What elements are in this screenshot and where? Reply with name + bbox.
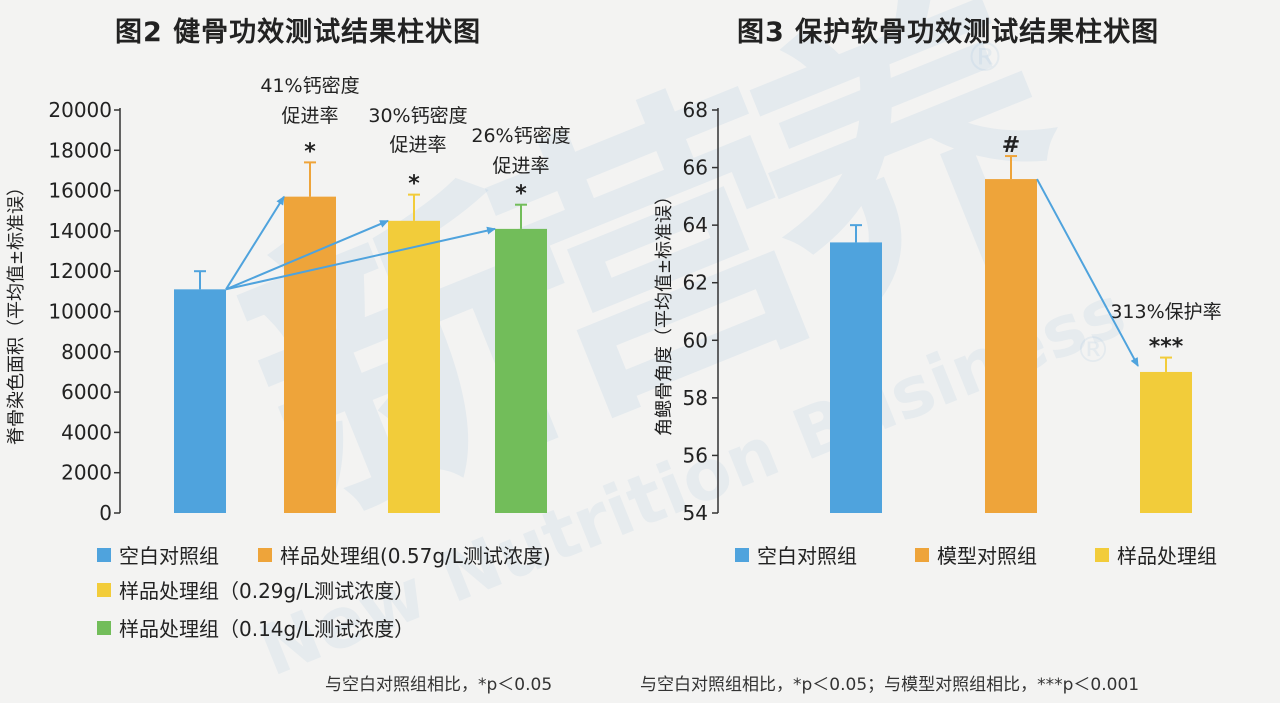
y-tick-label: 0	[99, 501, 112, 525]
y-tick-label: 54	[683, 501, 708, 525]
y-tick-label: 64	[683, 213, 708, 237]
y-axis-label: 角鳃骨角度（平均值±标准误）	[654, 187, 675, 436]
y-tick-label: 2000	[61, 461, 112, 485]
y-tick-label: 12000	[48, 259, 112, 283]
bar	[985, 179, 1037, 514]
bar	[284, 196, 336, 513]
legend-swatch	[97, 582, 111, 597]
annotation-line2: 促进率	[281, 105, 338, 127]
chart3-footnote: 与空白对照组相比，*p＜0.05；与模型对照组相比，***p＜0.001	[640, 675, 1140, 695]
y-tick-label: 16000	[48, 179, 112, 203]
legend-swatch	[1095, 547, 1109, 562]
legend-item: 样品处理组	[1095, 540, 1217, 569]
legend-label: 空白对照组	[119, 544, 219, 568]
y-tick-label: 20000	[48, 98, 112, 122]
legend-item: 样品处理组（0.14g/L测试浓度）	[97, 613, 414, 642]
legend-swatch	[97, 620, 111, 635]
y-axis-label: 脊骨染色面积（平均值±标准误）	[6, 178, 27, 445]
legend-label: 模型对照组	[937, 544, 1037, 568]
legend-swatch	[735, 547, 749, 562]
annotation-line1: 313%保护率	[1110, 301, 1221, 323]
legend-item: 空白对照组	[735, 540, 857, 569]
legend-label: 空白对照组	[757, 544, 857, 568]
legend-swatch	[915, 547, 929, 562]
annotation-line2: 促进率	[492, 155, 549, 177]
legend-item: 模型对照组	[915, 540, 1037, 569]
y-tick-label: 66	[683, 156, 708, 180]
y-tick-label: 68	[683, 98, 708, 122]
bar	[495, 228, 547, 513]
legend-label: 样品处理组(0.57g/L测试浓度)	[280, 544, 551, 568]
significance-label: ***	[1149, 335, 1184, 360]
chart2-title: 图2 健骨功效测试结果柱状图	[115, 17, 482, 48]
legend-swatch	[97, 547, 111, 562]
y-tick-label: 62	[683, 271, 708, 295]
legend-swatch	[258, 547, 272, 562]
legend-label: 样品处理组（0.29g/L测试浓度）	[119, 579, 415, 603]
annotation-line1: 41%钙密度	[260, 75, 359, 97]
bar	[830, 242, 882, 513]
legend-label: 样品处理组	[1117, 544, 1217, 568]
annotation-line2: 促进率	[389, 134, 446, 156]
annotation-line1: 30%钙密度	[368, 105, 467, 127]
annotation-line1: 26%钙密度	[471, 125, 570, 147]
significance-label: *	[515, 182, 527, 207]
comparison-arrow	[1036, 178, 1139, 367]
bar	[1140, 371, 1192, 513]
legend-item: 样品处理组(0.57g/L测试浓度)	[258, 540, 551, 569]
y-tick-label: 58	[683, 386, 708, 410]
comparison-arrow	[225, 226, 496, 291]
y-tick-label: 56	[683, 443, 708, 467]
y-tick-label: 8000	[61, 340, 112, 364]
legend-item: 样品处理组（0.29g/L测试浓度）	[97, 575, 414, 604]
comparison-arrow	[225, 195, 285, 290]
legend-label: 样品处理组（0.14g/L测试浓度）	[119, 617, 415, 641]
significance-label: *	[408, 172, 420, 197]
y-tick-label: 60	[683, 328, 708, 352]
significance-label: *	[304, 139, 316, 164]
significance-label: #	[1002, 133, 1020, 158]
bar	[388, 220, 440, 513]
comparison-arrow	[225, 219, 389, 291]
y-tick-label: 6000	[61, 380, 112, 404]
y-tick-label: 4000	[61, 420, 112, 444]
chart3-title: 图3 保护软骨功效测试结果柱状图	[737, 17, 1160, 48]
y-tick-label: 10000	[48, 300, 112, 324]
chart2-footnote: 与空白对照组相比，*p＜0.05	[325, 675, 553, 695]
y-tick-label: 14000	[48, 219, 112, 243]
bar	[174, 289, 226, 513]
legend-item: 空白对照组	[97, 540, 219, 569]
y-tick-label: 18000	[48, 138, 112, 162]
